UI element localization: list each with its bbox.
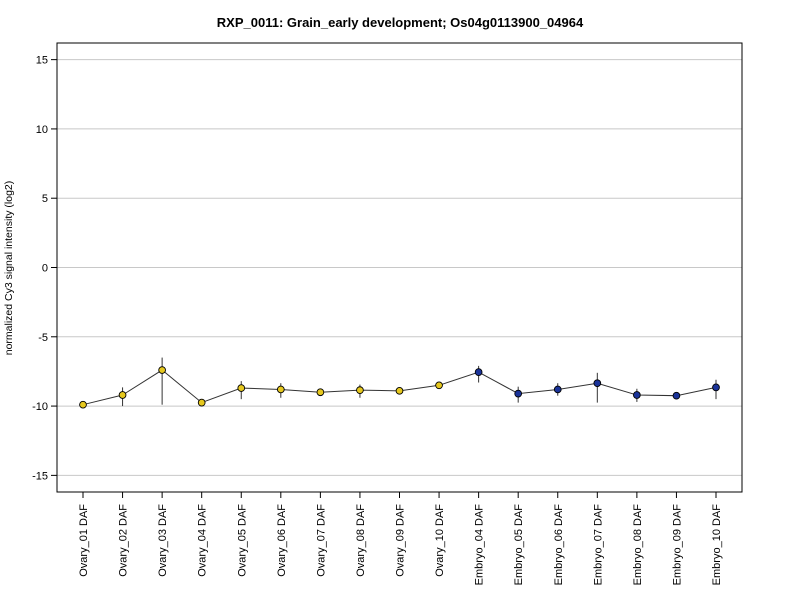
data-point xyxy=(633,391,641,399)
x-tick-label: Ovary_02 DAF xyxy=(118,504,130,577)
y-axis: -15 -10 -5 0 5 10 15 xyxy=(32,55,57,482)
data-point xyxy=(79,400,87,409)
x-tick-label: Ovary_06 DAF xyxy=(276,504,288,577)
x-tick-label: Ovary_09 DAF xyxy=(395,504,407,577)
grid-lines xyxy=(57,59,742,476)
data-point xyxy=(553,385,562,394)
x-tick-label: Ovary_03 DAF xyxy=(157,504,169,577)
x-axis: Ovary_01 DAF Ovary_02 DAF Ovary_03 DAF Ovar… xyxy=(78,492,723,585)
x-tick-label: Embryo_07 DAF xyxy=(592,504,604,586)
data-point xyxy=(395,386,404,395)
data-point xyxy=(474,368,483,376)
data-point xyxy=(514,389,523,398)
data-point xyxy=(237,384,246,392)
x-tick-label: Embryo_05 DAF xyxy=(513,504,525,586)
data-point xyxy=(593,379,602,388)
y-tick-label: -5 xyxy=(38,332,48,344)
data-point xyxy=(672,391,681,400)
data-point xyxy=(435,381,443,390)
y-tick-label: 0 xyxy=(42,263,48,275)
y-tick-label: 5 xyxy=(42,193,48,205)
x-tick-label: Embryo_09 DAF xyxy=(671,504,683,586)
data-point xyxy=(158,366,166,374)
data-point xyxy=(356,386,364,394)
y-tick-label: 10 xyxy=(36,124,48,136)
x-tick-label: Embryo_04 DAF xyxy=(474,504,486,586)
x-tick-label: Embryo_08 DAF xyxy=(632,504,644,586)
y-tick-label: 15 xyxy=(36,55,48,67)
chart-title: RXP_0011: Grain_early development; Os04g… xyxy=(217,15,584,30)
data-point xyxy=(712,383,720,392)
y-tick-label: -15 xyxy=(32,470,48,482)
x-tick-label: Ovary_05 DAF xyxy=(236,504,248,577)
data-point xyxy=(197,398,206,407)
y-tick-label: -10 xyxy=(32,401,48,413)
x-tick-label: Embryo_06 DAF xyxy=(553,504,565,586)
x-tick-label: Ovary_10 DAF xyxy=(434,504,446,577)
x-tick-label: Ovary_04 DAF xyxy=(197,504,209,577)
x-tick-label: Ovary_08 DAF xyxy=(355,504,367,577)
data-point xyxy=(316,388,325,397)
y-axis-label: normalized Cy3 signal intensity (log2) xyxy=(3,181,15,356)
data-point xyxy=(276,385,285,394)
data-point xyxy=(118,391,127,399)
x-tick-label: Embryo_10 DAF xyxy=(711,504,723,586)
x-tick-label: Ovary_01 DAF xyxy=(78,504,90,577)
x-tick-label: Ovary_07 DAF xyxy=(315,504,327,577)
data-points xyxy=(79,366,720,409)
